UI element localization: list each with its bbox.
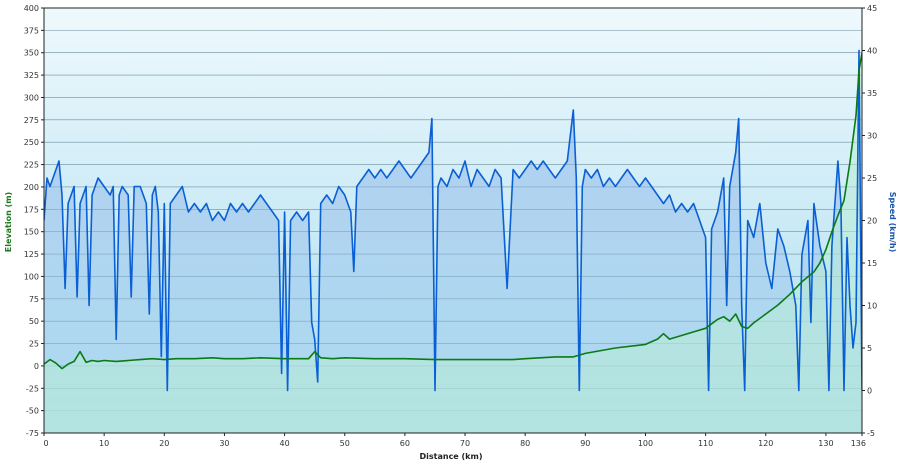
x-tick-label: 120: [758, 439, 773, 448]
speed-series-line: [44, 49, 862, 392]
elevation-series-line: [44, 52, 862, 370]
left-tick-label: 250: [24, 138, 39, 147]
left-tick-label: 125: [24, 250, 39, 259]
left-tick-label: 150: [24, 228, 39, 237]
left-tick-label: 375: [24, 26, 39, 35]
left-tick-label: 275: [24, 116, 39, 125]
right-tick-label: 35: [867, 89, 877, 98]
x-tick-label: 0: [43, 439, 48, 448]
right-tick-label: 10: [867, 302, 877, 311]
left-tick-label: 50: [29, 317, 39, 326]
left-tick-label: 0: [34, 362, 39, 371]
right-tick-label: 5: [867, 344, 872, 353]
right-axis-ticks: -5 0 5 10 15 20 25 30 35 40 45: [862, 4, 877, 438]
right-tick-label: 0: [867, 387, 872, 396]
x-tick-label: 60: [400, 439, 410, 448]
right-tick-label: 25: [867, 174, 877, 183]
left-tick-label: 225: [24, 161, 39, 170]
left-tick-label: 175: [24, 205, 39, 214]
x-tick-label: 136: [851, 439, 866, 448]
x-tick-label: 90: [580, 439, 590, 448]
right-tick-label: 15: [867, 259, 877, 268]
left-tick-label: 325: [24, 71, 39, 80]
speed-area-fill: [44, 50, 862, 433]
x-tick-label: 40: [279, 439, 289, 448]
x-tick-label: 110: [698, 439, 713, 448]
x-axis-title: Distance (km): [420, 452, 483, 461]
x-tick-label: 50: [340, 439, 350, 448]
left-tick-label: -75: [26, 429, 39, 438]
right-tick-label: 30: [867, 132, 877, 141]
x-tick-label: 70: [460, 439, 470, 448]
left-axis-title: Elevation (m): [4, 192, 13, 252]
x-tick-label: 10: [99, 439, 109, 448]
x-axis-ticks: 0 10 20 30 40 50 60 70 80 90 100 110 120 130 136: [43, 433, 866, 448]
left-tick-label: -50: [26, 407, 39, 416]
right-tick-label: 20: [867, 217, 877, 226]
right-tick-label: 40: [867, 47, 877, 56]
left-tick-label: 75: [29, 295, 39, 304]
x-tick-label: 100: [638, 439, 653, 448]
x-tick-label: 130: [818, 439, 833, 448]
left-tick-label: -25: [26, 384, 39, 393]
left-tick-label: 25: [29, 340, 39, 349]
x-tick-label: 80: [520, 439, 530, 448]
left-tick-label: 300: [24, 93, 39, 102]
x-tick-label: 30: [219, 439, 229, 448]
left-tick-label: 350: [24, 49, 39, 58]
left-tick-label: 100: [24, 272, 39, 281]
right-tick-label: -5: [867, 429, 875, 438]
left-axis-ticks: -75 -50 -25 0 25 50 75 100 125 150 175 200 225 250 275…: [24, 4, 44, 438]
left-tick-label: 400: [24, 4, 39, 13]
left-tick-label: 200: [24, 183, 39, 192]
elevation-area-fill: [44, 52, 862, 433]
right-axis-title: Speed (km/h): [888, 192, 897, 252]
right-tick-label: 45: [867, 4, 877, 13]
x-tick-label: 20: [159, 439, 169, 448]
